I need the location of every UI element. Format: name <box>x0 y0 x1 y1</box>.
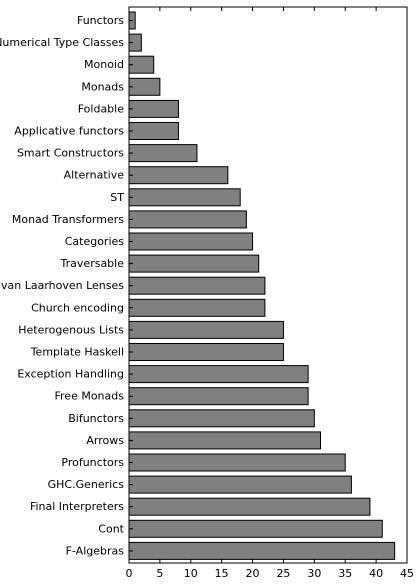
bar <box>128 320 284 339</box>
category-label: Monad Transformers <box>12 213 124 226</box>
bar <box>128 188 241 207</box>
category-label: Functors <box>77 14 124 27</box>
plot-frame <box>128 6 408 564</box>
category-label: Applicative functors <box>14 125 124 138</box>
bar <box>128 232 254 251</box>
bar <box>128 409 315 428</box>
category-label: F-Algebras <box>66 544 125 557</box>
category-label: Bifunctors <box>68 412 124 425</box>
bar <box>128 343 284 361</box>
category-label: Alternative <box>64 169 125 182</box>
category-label: Exception Handling <box>17 368 124 381</box>
category-label: GHC.Generics <box>48 478 125 491</box>
bar <box>128 387 309 406</box>
x-tick-label: 10 <box>184 567 198 580</box>
category-label: Numerical Type Classes <box>0 36 124 49</box>
x-tick-label: 30 <box>307 567 321 580</box>
x-tick-label: 5 <box>156 567 163 580</box>
bar <box>128 210 247 229</box>
category-label: Profunctors <box>61 456 124 469</box>
bar <box>128 541 396 560</box>
category-label: Monoid <box>84 58 124 71</box>
bar <box>128 519 383 538</box>
category-label: van Laarhoven Lenses <box>1 279 124 292</box>
x-tick-label: 20 <box>246 567 260 580</box>
bar <box>128 431 322 450</box>
category-label: Smart Constructors <box>17 147 124 160</box>
x-tick-label: 15 <box>215 567 229 580</box>
bar <box>128 276 266 295</box>
x-tick-label: 25 <box>276 567 290 580</box>
x-tick-label: 40 <box>369 567 383 580</box>
bar <box>128 475 352 494</box>
x-tick-label: 35 <box>338 567 352 580</box>
bar <box>128 497 371 516</box>
category-label: Foldable <box>78 102 124 115</box>
category-label: Cont <box>98 522 124 535</box>
category-labels-group: Functors Numerical Type Classes Monoid Mona… <box>0 14 133 557</box>
category-label: Monads <box>81 80 124 93</box>
category-label: ST <box>110 191 124 204</box>
bar <box>128 365 309 384</box>
bar <box>128 144 198 163</box>
bar <box>128 77 161 96</box>
category-label: Free Monads <box>55 390 125 403</box>
category-label: Final Interpreters <box>30 500 124 513</box>
bar <box>128 99 179 118</box>
bar <box>128 298 266 317</box>
bar <box>128 254 260 273</box>
bars-group <box>128 11 396 560</box>
bar <box>128 166 229 185</box>
x-tick-label: 45 <box>400 567 414 580</box>
category-label: Arrows <box>86 434 124 447</box>
category-label: Traversable <box>60 257 125 270</box>
bar <box>128 122 179 140</box>
x-axis-ticks-group: 0 5 10 15 20 25 30 35 40 45 <box>126 7 414 580</box>
category-label: Church encoding <box>31 301 124 314</box>
category-label: Heterogenous Lists <box>18 323 124 336</box>
x-tick-label: 0 <box>126 567 133 580</box>
bar <box>128 453 346 472</box>
category-label: Template Haskell <box>30 346 124 359</box>
category-label: Categories <box>65 235 125 248</box>
